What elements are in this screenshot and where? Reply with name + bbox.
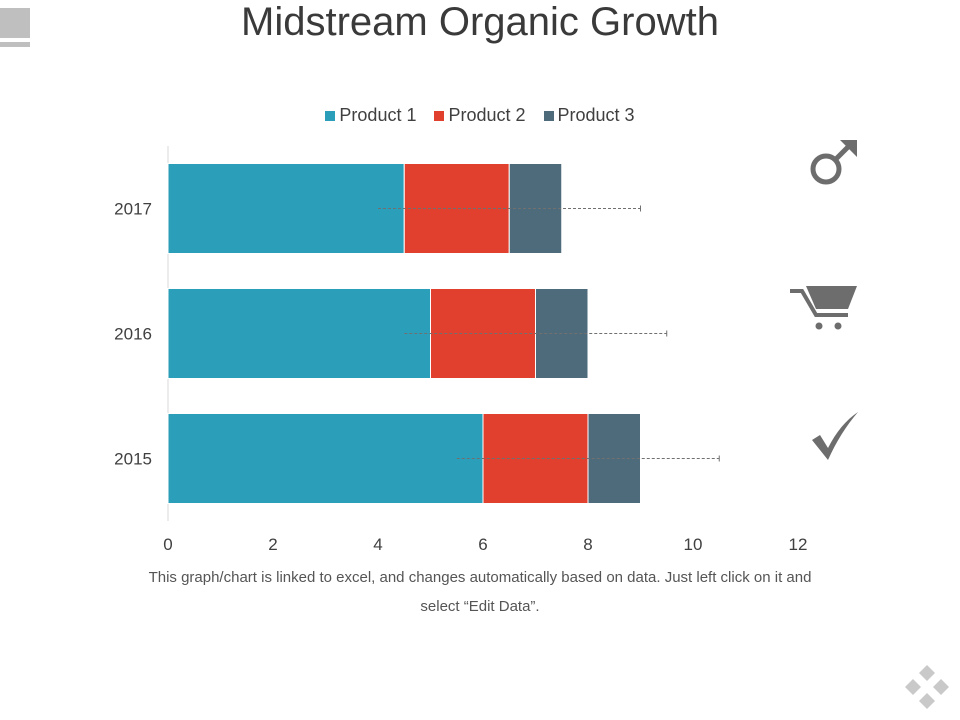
category-label-2017: 2017 — [114, 200, 152, 219]
x-tick-label-4: 4 — [373, 535, 382, 554]
bar-2017-product-1 — [167, 163, 405, 254]
x-tick-label-10: 10 — [684, 535, 703, 554]
bar-2017-product-2 — [403, 163, 510, 254]
legend-item-product-2: Product 2 — [434, 105, 526, 126]
checkmark-icon — [812, 412, 858, 460]
male-symbol-icon — [810, 140, 857, 185]
x-tick-label-6: 6 — [478, 535, 487, 554]
bar-2015-product-1 — [167, 413, 484, 504]
category-label-2015: 2015 — [114, 450, 152, 469]
legend-label-product-1: Product 1 — [339, 105, 417, 125]
corner-decoration — [0, 8, 30, 47]
x-tick-label-2: 2 — [268, 535, 277, 554]
diamond-navigation-icon[interactable] — [904, 664, 950, 710]
chart-footnote: This graph/chart is linked to excel, and… — [148, 569, 812, 615]
shopping-cart-icon — [790, 286, 857, 330]
legend-swatch-product-1 — [325, 110, 336, 121]
x-tick-label-12: 12 — [789, 535, 808, 554]
bar-2016-product-2 — [430, 288, 536, 379]
x-tick-label-0: 0 — [163, 535, 172, 554]
legend-item-product-1: Product 1 — [325, 105, 416, 126]
chart-legend: Product 1 Product 2 Product 3 — [0, 105, 960, 126]
x-tick-label-8: 8 — [583, 535, 592, 554]
page-title: Midstream Organic Growth — [241, 0, 719, 44]
legend-swatch-product-3 — [543, 110, 554, 121]
bar-2016-product-1 — [167, 288, 431, 379]
legend-label-product-2: Product 2 — [448, 105, 526, 125]
legend-item-product-3: Product 3 — [543, 105, 635, 126]
legend-label-product-3: Product 3 — [557, 105, 635, 125]
legend-swatch-product-2 — [434, 110, 445, 121]
category-label-2016: 2016 — [114, 325, 152, 344]
